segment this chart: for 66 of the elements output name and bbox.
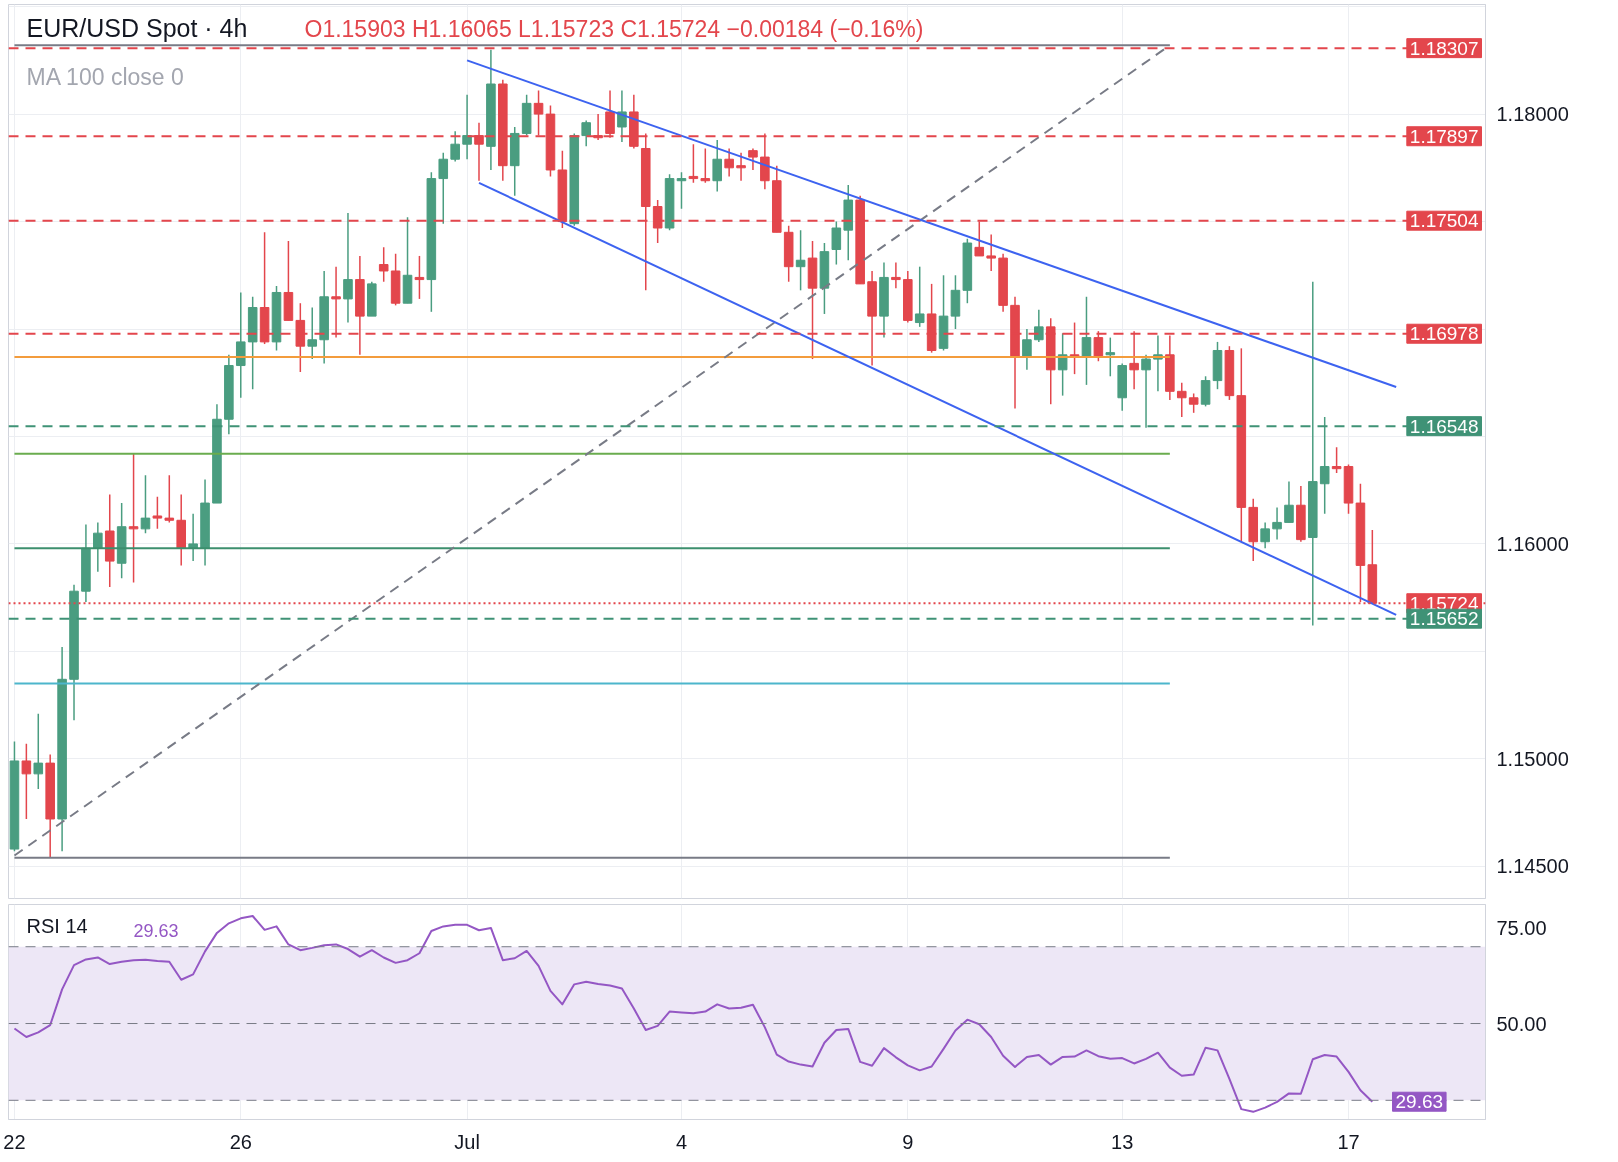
- annotation: 29.63: [133, 920, 179, 941]
- candlestick: [93, 521, 103, 573]
- ref-line-label: 1.16978: [1409, 323, 1479, 345]
- ref-line-label: 1.17504: [1409, 210, 1479, 232]
- candlestick: [581, 119, 591, 148]
- candlestick: [617, 89, 627, 143]
- candlestick: [1176, 381, 1187, 418]
- y-tick-label: 50.00: [1496, 1012, 1547, 1035]
- candlestick: [1105, 336, 1116, 378]
- candlestick: [1034, 308, 1044, 343]
- candlestick: [700, 147, 711, 184]
- ref-line-label: 1.15652: [1409, 608, 1479, 630]
- candlestick: [152, 495, 163, 530]
- x-tick-label: 26: [229, 1130, 252, 1153]
- candlestick: [140, 474, 151, 534]
- candlestick: [33, 712, 44, 790]
- candlestick: [1272, 506, 1282, 541]
- candlestick: [795, 229, 806, 292]
- annotation: 29.63: [1395, 1091, 1444, 1113]
- chart-title: EUR/USD Spot · 4h: [26, 13, 248, 42]
- x-tick-label: 9: [902, 1130, 914, 1153]
- y-tick-label: 75.00: [1496, 916, 1547, 939]
- candlestick: [1200, 375, 1211, 408]
- candlestick: [712, 139, 723, 193]
- y-tick-label: 1.14500: [1496, 855, 1569, 878]
- y-tick-label: 1.16000: [1496, 532, 1569, 555]
- x-tick-label: 4: [675, 1130, 688, 1153]
- annotation: O1.15903 H1.16065 L1.15723 C1.15724 −0.00184 (−0.16%): [304, 15, 924, 42]
- candlestick: [21, 743, 32, 820]
- candlestick: [164, 474, 175, 524]
- candlestick: [1260, 521, 1270, 549]
- y-tick-label: 1.18000: [1496, 103, 1569, 126]
- candlestick: [986, 233, 996, 272]
- candlestick: [1188, 392, 1199, 414]
- ref-line-label: 1.16548: [1409, 415, 1479, 437]
- x-tick-label: 13: [1111, 1130, 1134, 1153]
- candlestick: [1057, 332, 1068, 397]
- ref-line-label: 1.17897: [1409, 125, 1479, 147]
- annotation: MA 100 close 0: [26, 63, 184, 90]
- candlestick: [891, 261, 901, 289]
- candlestick: [676, 171, 687, 210]
- candlestick: [128, 452, 139, 584]
- candlestick: [1331, 446, 1342, 474]
- candlestick: [414, 255, 425, 300]
- candlestick: [462, 94, 472, 160]
- ref-line-label: 1.18307: [1409, 37, 1479, 59]
- candlestick: [831, 220, 842, 266]
- candlestick: [450, 130, 460, 163]
- text: RSI 14: [26, 914, 88, 937]
- x-tick-label: 22: [3, 1130, 26, 1153]
- candlestick: [724, 147, 734, 178]
- candlestick: [307, 306, 318, 360]
- candlestick: [438, 152, 449, 225]
- candlestick: [914, 265, 925, 328]
- candlestick: [688, 143, 699, 184]
- candlestick: [1022, 328, 1032, 371]
- candlestick: [1284, 480, 1294, 524]
- candlestick: [343, 212, 353, 324]
- candlestick: [378, 246, 389, 283]
- candlestick: [748, 147, 758, 171]
- x-tick-label: Jul: [454, 1130, 480, 1153]
- x-tick-label: 17: [1337, 1130, 1360, 1153]
- candlestick: [235, 291, 246, 399]
- y-tick-label: 1.15000: [1496, 747, 1569, 770]
- line-series: [13, 915, 1374, 1113]
- candlestick: [736, 152, 746, 182]
